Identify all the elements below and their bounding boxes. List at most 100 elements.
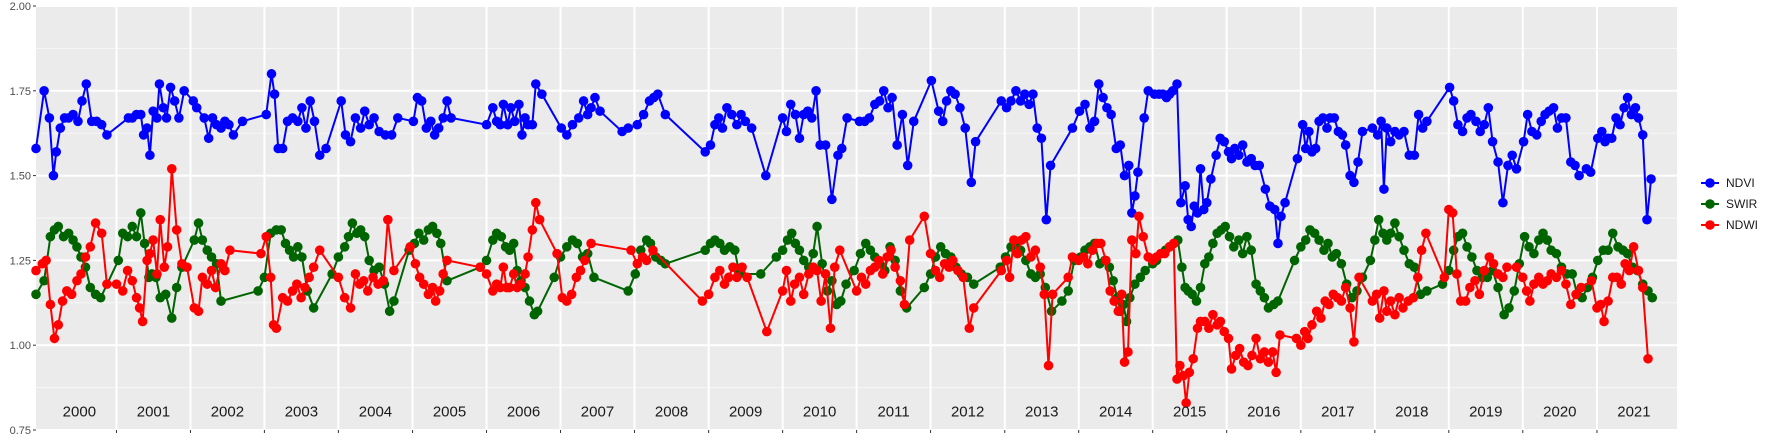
ndvi-point [732, 119, 742, 130]
ndwi-point [220, 265, 230, 276]
swir-point [1622, 248, 1633, 259]
ndwi-point [225, 245, 235, 256]
ndvi-point [556, 123, 567, 133]
swir-point [347, 218, 358, 228]
series-ndvi [31, 69, 1656, 249]
ndwi-point [1063, 272, 1073, 283]
ndwi-point [1001, 255, 1012, 266]
swir-point [131, 231, 142, 242]
ndvi-point [142, 123, 152, 133]
ndvi-point [203, 133, 214, 144]
ndvi-point [509, 116, 520, 127]
ndwi-point [1188, 353, 1199, 364]
swir-point [715, 238, 725, 249]
ndvi-point [421, 123, 432, 133]
year-label-2003: 2003 [285, 403, 318, 420]
ndvi-point [31, 143, 41, 154]
ndwi-point [31, 265, 41, 276]
ndvi-point [794, 133, 805, 144]
ndwi-point [1379, 286, 1389, 296]
ndwi-point [919, 211, 930, 222]
swir-point [1422, 286, 1432, 296]
swir-point [812, 221, 822, 232]
ndwi-point [1175, 360, 1185, 371]
ndvi-point [586, 102, 596, 113]
ndwi-point [1385, 296, 1396, 306]
ndwi-point [102, 279, 112, 289]
ndvi-point [781, 126, 792, 137]
ndvi-point [425, 116, 436, 127]
ndvi-point [700, 147, 711, 157]
ndwi-point [789, 279, 800, 289]
ndvi-point [1531, 130, 1542, 140]
swir-point [1394, 231, 1404, 242]
ndwi-point [873, 255, 884, 266]
swir-point [572, 238, 583, 249]
ndwi-point [358, 275, 369, 286]
ndwi-point [1595, 299, 1606, 310]
ndwi-point [1616, 279, 1627, 289]
ndwi-point [57, 296, 68, 306]
ndvi-point [135, 109, 146, 120]
swir-point [798, 255, 809, 266]
swir-point [1259, 292, 1270, 303]
ndwi-point [508, 269, 519, 279]
swir-point [1323, 238, 1333, 249]
ndvi-point [1139, 113, 1149, 123]
ndvi-point [1226, 153, 1237, 164]
ndwi-point [1561, 279, 1571, 289]
ndwi-point [261, 231, 272, 242]
ndwi-point [586, 238, 596, 249]
swir-point [919, 282, 930, 293]
ndvi-point [1622, 92, 1633, 103]
ndwi-point [860, 279, 871, 289]
ndwi-point [1479, 265, 1490, 276]
ndvi-point [1304, 126, 1314, 137]
ndvi-point [145, 150, 155, 161]
ndwi-point [362, 286, 373, 296]
ndwi-point [350, 269, 361, 279]
ndwi-point [1498, 272, 1508, 283]
ndvi-point [408, 116, 419, 127]
ndvi-point [1074, 106, 1085, 116]
ndwi-point [953, 265, 963, 276]
ndvi-point [537, 89, 547, 99]
ndvi-point [1133, 167, 1143, 178]
ndvi-point [1503, 160, 1513, 171]
ndvi-point [1202, 197, 1212, 208]
ndwi-point [1474, 289, 1485, 300]
series-layer [31, 69, 1658, 408]
ndvi-point [438, 113, 448, 123]
ndvi-point [297, 102, 307, 113]
ndwi-point [45, 299, 56, 310]
ndvi-point [73, 116, 83, 127]
ndwi-point [339, 292, 350, 303]
ndwi-point [1460, 296, 1471, 306]
swir-point [139, 238, 150, 249]
ndwi-point [1398, 303, 1408, 313]
ndwi-point [899, 299, 910, 310]
ndvi-point [1518, 136, 1529, 147]
ndvi-point [1548, 102, 1559, 113]
swir-point [1204, 252, 1214, 262]
swir-point [1336, 258, 1347, 269]
ndvi-point [827, 194, 837, 205]
ndwi-point [378, 275, 389, 286]
ndwi-point [442, 255, 452, 266]
ndwi-point [803, 269, 814, 279]
ndvi-point [228, 130, 239, 140]
legend-item-ndwi: NDWI [1701, 218, 1758, 232]
ndvi-point [567, 119, 578, 130]
swir-point [160, 289, 171, 300]
ndvi-point [1186, 221, 1197, 232]
ndvi-point [1322, 123, 1332, 133]
swir-point [418, 235, 429, 245]
ndwi-point [1571, 289, 1581, 300]
ndwi-point [1307, 320, 1317, 330]
ndwi-point [1226, 364, 1237, 374]
swir-point [333, 252, 344, 262]
swir-point [364, 255, 374, 266]
ndvi-point [1483, 102, 1494, 113]
ndvi-point [68, 109, 78, 120]
ndvi-point [1067, 123, 1078, 133]
